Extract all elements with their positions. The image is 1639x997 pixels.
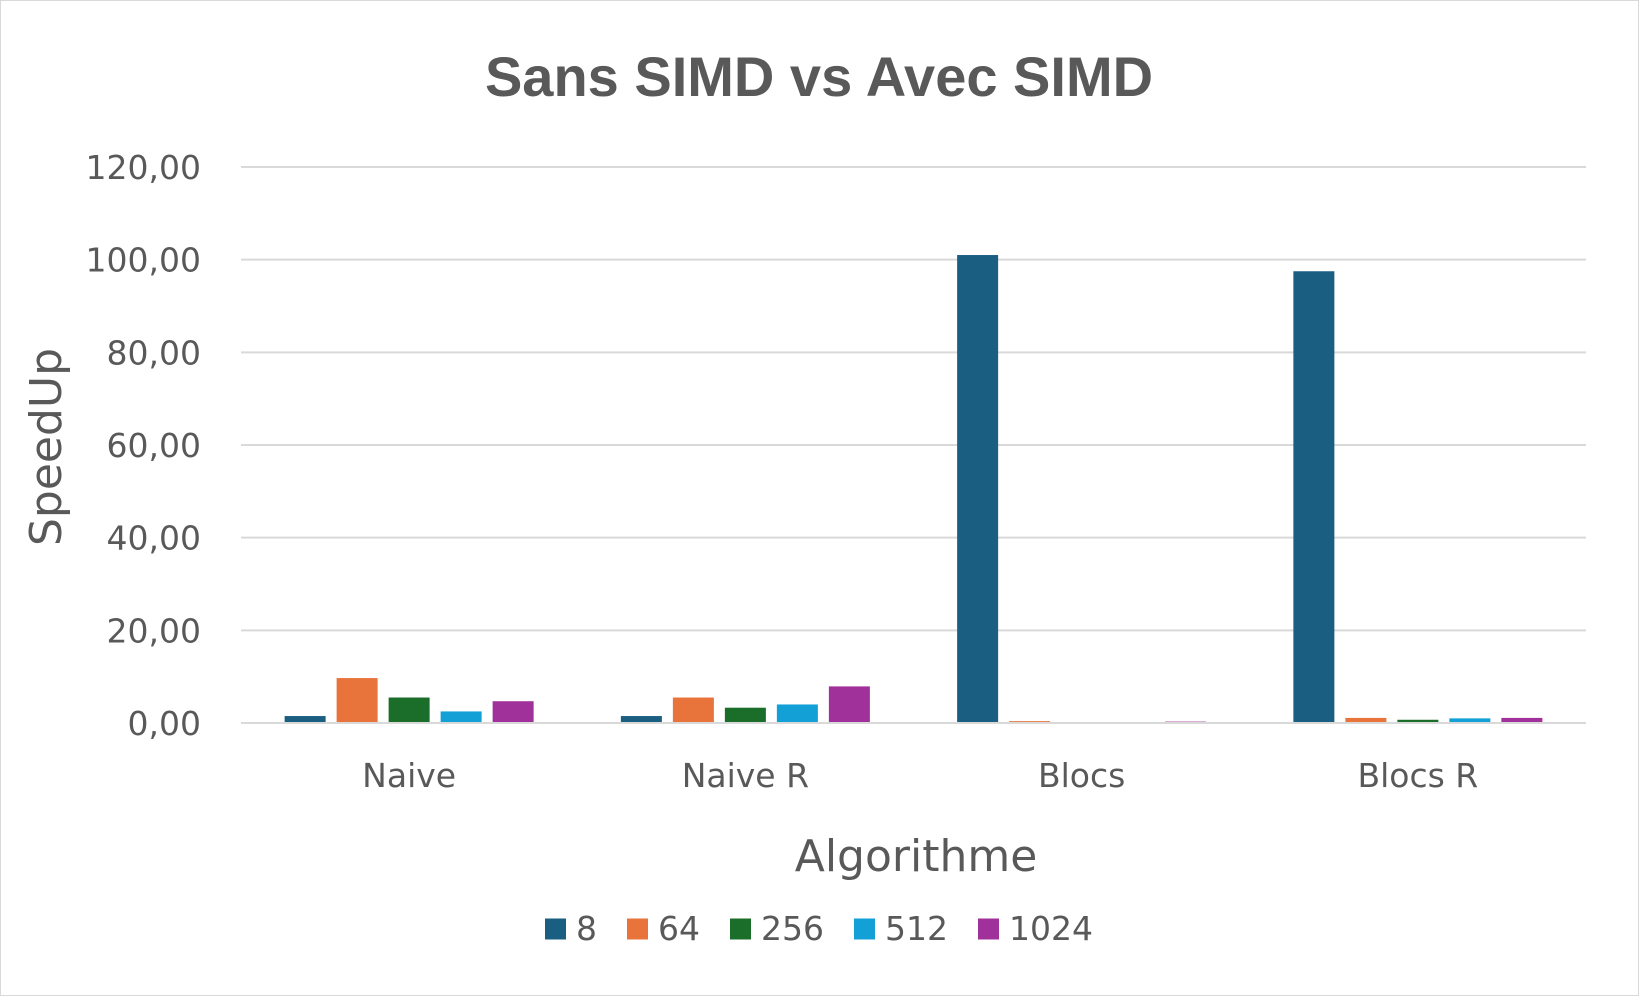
legend-swatch-512 — [854, 918, 876, 940]
bars — [284, 255, 1543, 724]
legend-label-1024: 1024 — [1009, 909, 1093, 948]
bar-512-naive-r — [776, 704, 818, 723]
legend-swatch-64 — [627, 918, 649, 940]
legend-label-8: 8 — [576, 909, 597, 948]
y-tick-label: 0,00 — [128, 704, 201, 743]
legend: 8 64 256 512 1024 — [545, 909, 1093, 948]
bar-1024-blocs-r — [1501, 717, 1543, 723]
y-axis-title: SpeedUp — [21, 348, 72, 546]
legend-label-256: 256 — [761, 909, 824, 948]
x-tick-label: Blocs — [1038, 756, 1125, 795]
bar-8-naive — [284, 716, 326, 723]
x-tick-label: Blocs R — [1357, 756, 1478, 795]
bar-1024-naive — [492, 701, 534, 723]
legend-swatch-256 — [730, 918, 752, 940]
bar-1024-naive-r — [828, 686, 870, 723]
bar-256-blocs-r — [1397, 719, 1439, 723]
y-tick-label: 40,00 — [107, 519, 201, 558]
y-tick-label: 20,00 — [107, 611, 201, 650]
y-axis-ticks: 0,00 20,00 40,00 60,00 80,00 100,00 120,00 — [86, 148, 201, 743]
chart-title: Sans SIMD vs Avec SIMD — [485, 45, 1153, 108]
y-tick-label: 60,00 — [107, 426, 201, 465]
y-tick-label: 120,00 — [86, 148, 201, 187]
legend-label-64: 64 — [658, 909, 700, 948]
y-tick-label: 100,00 — [86, 241, 201, 280]
bar-256-naive — [388, 697, 430, 723]
bar-512-naive — [440, 711, 482, 723]
legend-label-512: 512 — [885, 909, 948, 948]
y-tick-label: 80,00 — [107, 333, 201, 372]
bar-8-blocs-r — [1293, 271, 1335, 723]
bar-8-naive-r — [620, 716, 662, 723]
legend-swatch-8 — [545, 918, 567, 940]
gridlines — [241, 166, 1586, 632]
x-axis-title: Algorithme — [795, 831, 1038, 882]
bar-256-naive-r — [724, 707, 766, 723]
bar-64-blocs-r — [1345, 717, 1387, 723]
x-axis-ticks: Naive Naive R Blocs Blocs R — [362, 756, 1478, 795]
bar-512-blocs-r — [1449, 718, 1491, 723]
bar-64-naive — [336, 678, 378, 723]
x-tick-label: Naive R — [682, 756, 809, 795]
x-tick-label: Naive — [362, 756, 456, 795]
legend-swatch-1024 — [978, 918, 1000, 940]
bar-64-naive-r — [672, 697, 714, 723]
bar-8-blocs — [957, 255, 999, 724]
